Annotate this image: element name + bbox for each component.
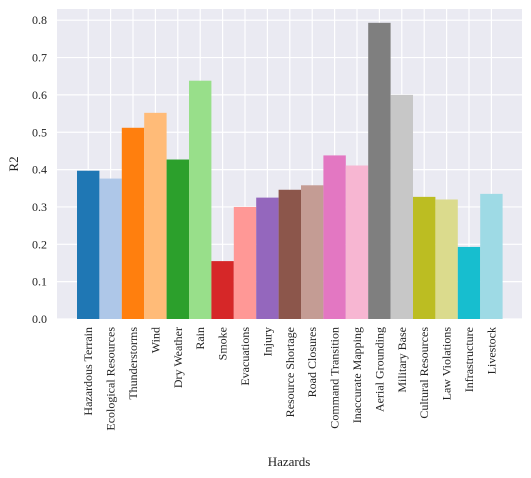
bar [189,80,212,319]
bar [144,112,167,319]
y-tick-label: 0.6 [32,88,47,102]
x-axis-ticks: Hazardous Terrain Ecological Resources Thu… [81,327,498,431]
bar [256,197,279,319]
bar [99,178,122,319]
x-axis-label: Hazards [268,454,311,469]
x-tick-label: Resource Shortage [283,327,297,417]
bar [301,185,324,319]
bar [77,170,100,319]
bar [233,206,257,319]
x-tick-label: Rain [193,327,207,350]
x-tick-label: Smoke [216,327,230,360]
x-tick-label: Infrastructure [462,327,476,392]
x-tick-label: Hazardous Terrain [81,327,95,416]
y-tick-label: 0.8 [32,13,47,27]
bar [211,261,234,319]
x-tick-label: Military Base [395,327,409,393]
y-axis-ticks: 0.0 0.1 0.2 0.3 0.4 0.5 0.6 0.7 0.8 [32,13,47,326]
y-tick-label: 0.2 [32,237,47,251]
bar [480,193,503,319]
y-tick-label: 0.4 [32,163,47,177]
x-tick-label: Law Violations [440,327,454,401]
x-tick-label: Dry Weather [171,327,185,388]
y-axis-label: R2 [6,156,21,171]
bar [435,199,458,319]
x-tick-label: Livestock [484,327,498,374]
x-tick-label: Road Closures [305,327,319,398]
bar [166,159,189,319]
x-tick-label: Inaccurate Mapping [350,327,364,423]
x-tick-label: Wind [148,327,162,353]
y-tick-label: 0.0 [32,312,47,326]
x-tick-label: Injury [260,327,274,356]
y-tick-label: 0.7 [32,51,47,65]
bar [323,155,346,319]
bar [457,246,481,319]
bar [121,127,145,319]
y-tick-label: 0.3 [32,200,47,214]
bar [345,165,369,319]
bar [390,94,413,319]
x-tick-label: Aerial Grounding [372,327,386,412]
bar [278,189,301,319]
bar [368,22,391,320]
y-tick-label: 0.5 [32,125,47,139]
bar [413,196,436,319]
x-tick-label: Thunderstorms [126,327,140,400]
x-tick-label: Cultural Resources [417,327,431,419]
y-tick-label: 0.1 [32,275,47,289]
x-tick-label: Evacuations [238,327,252,386]
bars [77,22,503,320]
x-tick-label: Command Transition [328,327,342,429]
x-tick-label: Ecological Resources [104,327,118,431]
